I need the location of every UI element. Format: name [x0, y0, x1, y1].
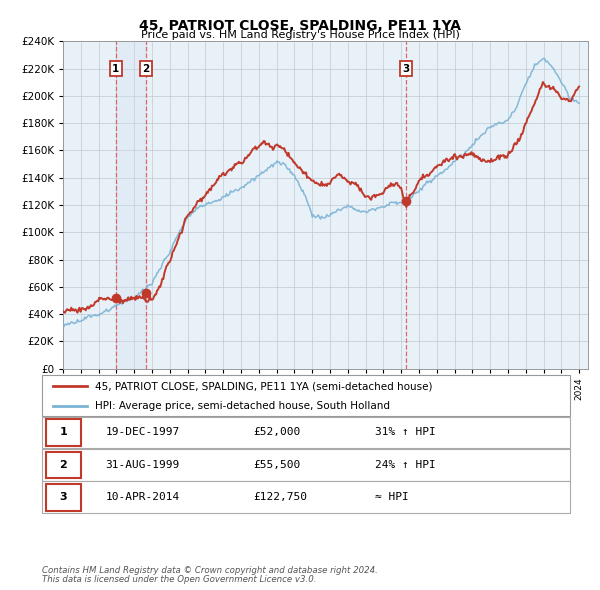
- FancyBboxPatch shape: [46, 419, 80, 446]
- Text: Price paid vs. HM Land Registry's House Price Index (HPI): Price paid vs. HM Land Registry's House …: [140, 30, 460, 40]
- Text: 31% ↑ HPI: 31% ↑ HPI: [374, 428, 436, 437]
- Text: £122,750: £122,750: [253, 493, 307, 502]
- Text: 1: 1: [112, 64, 119, 74]
- Text: ≈ HPI: ≈ HPI: [374, 493, 409, 502]
- FancyBboxPatch shape: [46, 451, 80, 478]
- Text: 24% ↑ HPI: 24% ↑ HPI: [374, 460, 436, 470]
- Text: 45, PATRIOT CLOSE, SPALDING, PE11 1YA: 45, PATRIOT CLOSE, SPALDING, PE11 1YA: [139, 19, 461, 33]
- Text: 3: 3: [59, 493, 67, 502]
- FancyBboxPatch shape: [42, 481, 570, 513]
- FancyBboxPatch shape: [42, 449, 570, 481]
- Text: This data is licensed under the Open Government Licence v3.0.: This data is licensed under the Open Gov…: [42, 575, 317, 584]
- Text: Contains HM Land Registry data © Crown copyright and database right 2024.: Contains HM Land Registry data © Crown c…: [42, 566, 378, 575]
- Bar: [116, 41, 146, 369]
- FancyBboxPatch shape: [42, 375, 570, 416]
- FancyBboxPatch shape: [42, 417, 570, 448]
- Text: 2: 2: [59, 460, 67, 470]
- FancyBboxPatch shape: [46, 484, 80, 511]
- Text: 3: 3: [403, 64, 410, 74]
- Text: 2: 2: [142, 64, 149, 74]
- Text: 31-AUG-1999: 31-AUG-1999: [106, 460, 179, 470]
- Text: HPI: Average price, semi-detached house, South Holland: HPI: Average price, semi-detached house,…: [95, 401, 390, 411]
- Text: 10-APR-2014: 10-APR-2014: [106, 493, 179, 502]
- Text: £52,000: £52,000: [253, 428, 301, 437]
- Text: 19-DEC-1997: 19-DEC-1997: [106, 428, 179, 437]
- Text: £55,500: £55,500: [253, 460, 301, 470]
- Text: 1: 1: [59, 428, 67, 437]
- Text: 45, PATRIOT CLOSE, SPALDING, PE11 1YA (semi-detached house): 45, PATRIOT CLOSE, SPALDING, PE11 1YA (s…: [95, 381, 432, 391]
